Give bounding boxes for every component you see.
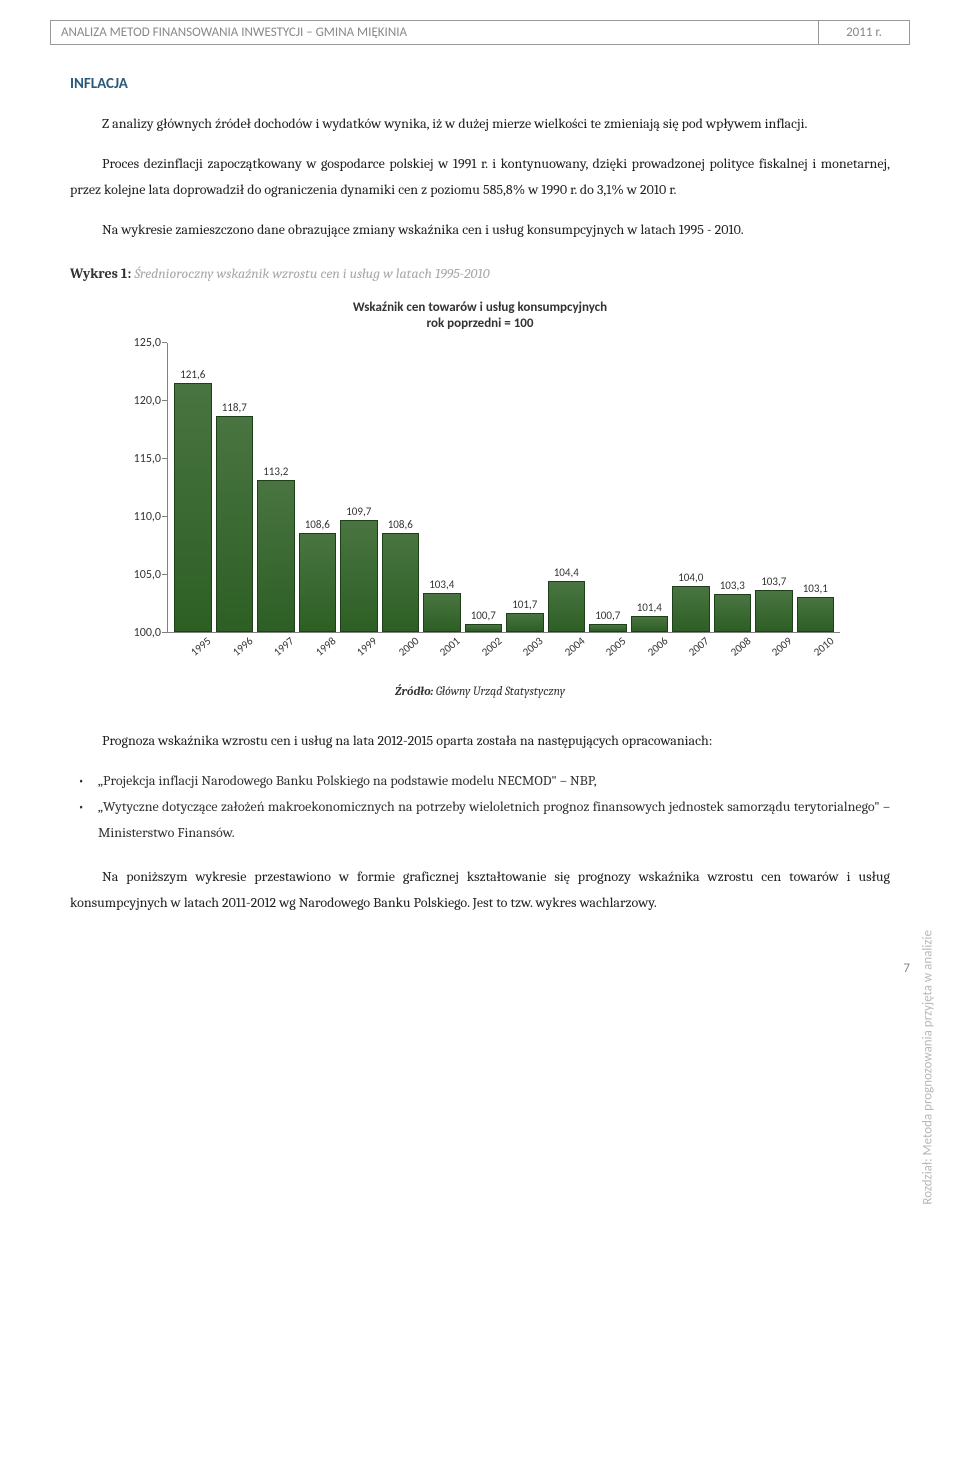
bullet-item: „Projekcja inflacji Narodowego Banku Pol… bbox=[70, 768, 890, 794]
bar-value-label: 118,7 bbox=[222, 401, 247, 414]
page-header: ANALIZA METOD FINANSOWANIA INWESTYCJI – … bbox=[50, 20, 910, 45]
bar bbox=[174, 383, 212, 633]
bar-slot: 103,1 bbox=[795, 343, 837, 632]
content-area: INFLACJA Z analizy głównych źródeł docho… bbox=[0, 45, 960, 950]
y-tick-label: 125,0 bbox=[134, 336, 161, 350]
bar-chart: Wskaźnik cen towarów i usług konsumpcyjn… bbox=[120, 300, 840, 657]
bar-slot: 103,4 bbox=[421, 343, 463, 632]
bar-slot: 104,0 bbox=[670, 343, 712, 632]
paragraph-1: Z analizy głównych źródeł dochodów i wyd… bbox=[70, 111, 890, 137]
chart-title-line1: Wskaźnik cen towarów i usług konsumpcyjn… bbox=[353, 300, 607, 315]
chart-area: 100,0105,0110,0115,0120,0125,0 121,6118,… bbox=[120, 343, 840, 633]
bar-slot: 121,6 bbox=[172, 343, 214, 632]
y-tick-mark bbox=[162, 574, 167, 575]
bar bbox=[340, 520, 378, 632]
bar-slot: 113,2 bbox=[255, 343, 297, 632]
chart-caption: Wykres 1: Średnioroczny wskaźnik wzrostu… bbox=[70, 265, 890, 282]
plot-area: 121,6 118,7 113,2 108,6 109,7 108,6 103,4 100,7… bbox=[168, 343, 840, 633]
chart-source: Źródło: Główny Urząd Statystyczny bbox=[70, 684, 890, 698]
side-label: Rozdział: Metoda prognozowania przyjęta … bbox=[921, 930, 936, 1205]
bar-slot: 104,4 bbox=[546, 343, 588, 632]
header-year: 2011 r. bbox=[819, 21, 909, 44]
bar-slot: 118,7 bbox=[214, 343, 256, 632]
bar-slot: 100,7 bbox=[587, 343, 629, 632]
bar-slot: 101,7 bbox=[504, 343, 546, 632]
bar-value-label: 103,1 bbox=[803, 582, 828, 595]
bar-slot: 103,3 bbox=[712, 343, 754, 632]
bar bbox=[382, 533, 420, 632]
bar-slot: 108,6 bbox=[297, 343, 339, 632]
y-tick-label: 110,0 bbox=[134, 510, 161, 524]
bar bbox=[299, 533, 337, 632]
source-prefix: Źródło: bbox=[395, 684, 433, 698]
bar-value-label: 104,0 bbox=[678, 571, 703, 584]
bars-container: 121,6 118,7 113,2 108,6 109,7 108,6 103,4 100,7… bbox=[168, 343, 840, 632]
page-number: 7 bbox=[903, 961, 910, 976]
paragraph-2: Proces dezinflacji zapoczątkowany w gosp… bbox=[70, 151, 890, 203]
y-tick-mark bbox=[162, 458, 167, 459]
bar-value-label: 101,4 bbox=[637, 601, 662, 614]
header-title: ANALIZA METOD FINANSOWANIA INWESTYCJI – … bbox=[51, 21, 819, 44]
paragraph-3: Na wykresie zamieszczono dane obrazujące… bbox=[70, 217, 890, 243]
bar-value-label: 103,7 bbox=[761, 575, 786, 588]
source-text: Główny Urząd Statystyczny bbox=[436, 684, 565, 698]
bar-value-label: 104,4 bbox=[554, 566, 579, 579]
x-axis: 1995199619971998199920002001200220032004… bbox=[168, 633, 840, 656]
bar-value-label: 108,6 bbox=[305, 518, 330, 531]
bullet-item: „Wytyczne dotyczące założeń makroekonomi… bbox=[70, 794, 890, 846]
bar-slot: 101,4 bbox=[629, 343, 671, 632]
bar-slot: 109,7 bbox=[338, 343, 380, 632]
bar-value-label: 113,2 bbox=[263, 465, 288, 478]
y-tick-label: 115,0 bbox=[134, 452, 161, 466]
y-tick-label: 105,0 bbox=[134, 568, 161, 582]
bar-value-label: 103,3 bbox=[720, 579, 745, 592]
chart-title-line2: rok poprzedni = 100 bbox=[427, 316, 534, 331]
chart-caption-prefix: Wykres 1: bbox=[70, 265, 131, 282]
bar-value-label: 121,6 bbox=[180, 368, 205, 381]
y-tick-mark bbox=[162, 516, 167, 517]
bar-value-label: 108,6 bbox=[388, 518, 413, 531]
chart-title: Wskaźnik cen towarów i usług konsumpcyjn… bbox=[120, 300, 840, 334]
y-axis: 100,0105,0110,0115,0120,0125,0 bbox=[120, 343, 168, 633]
bar-value-label: 101,7 bbox=[512, 598, 537, 611]
bar-value-label: 100,7 bbox=[595, 609, 620, 622]
section-title: INFLACJA bbox=[70, 75, 890, 93]
y-tick-mark bbox=[162, 342, 167, 343]
chart-caption-text: Średnioroczny wskaźnik wzrostu cen i usł… bbox=[134, 265, 489, 282]
bar-slot: 100,7 bbox=[463, 343, 505, 632]
bullet-list: „Projekcja inflacji Narodowego Banku Pol… bbox=[70, 768, 890, 846]
paragraph-5: Na poniższym wykresie przestawiono w for… bbox=[70, 864, 890, 916]
y-tick-label: 100,0 bbox=[134, 626, 161, 640]
bar-slot: 103,7 bbox=[753, 343, 795, 632]
bar-slot: 108,6 bbox=[380, 343, 422, 632]
bar-value-label: 103,4 bbox=[429, 578, 454, 591]
y-tick-mark bbox=[162, 632, 167, 633]
bar bbox=[257, 480, 295, 633]
bar-value-label: 100,7 bbox=[471, 609, 496, 622]
y-tick-label: 120,0 bbox=[134, 394, 161, 408]
paragraph-4: Prognoza wskaźnika wzrostu cen i usług n… bbox=[70, 728, 890, 754]
y-tick-mark bbox=[162, 400, 167, 401]
bar bbox=[216, 416, 254, 632]
bar-value-label: 109,7 bbox=[346, 505, 371, 518]
